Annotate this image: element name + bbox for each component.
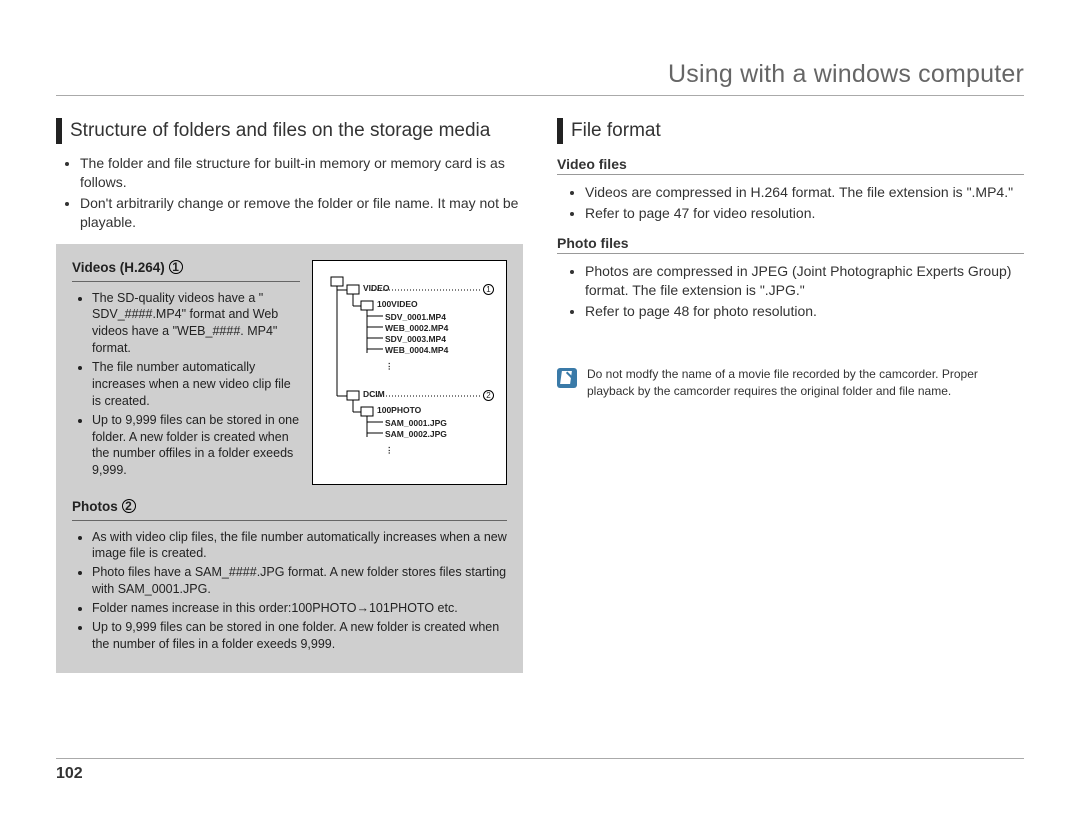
tree-vdots: ⋮ (385, 361, 394, 372)
bullet: Videos are compressed in H.264 format. T… (585, 183, 1024, 202)
two-column-layout: Structure of folders and files on the st… (56, 118, 1024, 673)
left-section-head: Structure of folders and files on the st… (56, 118, 523, 144)
section-bar-icon (56, 118, 62, 144)
tree-label: 100VIDEO (377, 299, 418, 309)
left-intro-bullets: The folder and file structure for built-… (56, 154, 523, 232)
video-files-bullets: Videos are compressed in H.264 format. T… (557, 183, 1024, 223)
note-icon (557, 368, 577, 388)
tree-label: SAM_0001.JPG (385, 418, 447, 428)
folder-tree-diagram: VIDEO 1 100VIDEO SDV_0001.MP4WEB_0002.MP4SD… (312, 260, 507, 485)
right-section-title: File format (571, 120, 661, 142)
left-section-title: Structure of folders and files on the st… (70, 120, 490, 142)
photos-title-text: Photos (72, 499, 118, 514)
bullet: The SD-quality videos have a " SDV_####.… (92, 290, 300, 358)
video-files-heading: Video files (557, 156, 1024, 172)
bullet: Photo files have a SAM_####.JPG format. … (92, 564, 507, 598)
circled-number-1: 1 (169, 260, 183, 274)
videos-subsection: Videos (H.264) 1 The SD-quality videos h… (72, 260, 300, 485)
videos-heading: Videos (H.264) 1 (72, 260, 300, 275)
right-column: File format Video files Videos are compr… (557, 118, 1024, 673)
tree-vdots: ⋮ (385, 445, 394, 456)
photo-files-bullets: Photos are compressed in JPEG (Joint Pho… (557, 262, 1024, 321)
sub-rule (72, 281, 300, 282)
bullet: Refer to page 47 for video resolution. (585, 204, 1024, 223)
bullet: As with video clip files, the file numbe… (92, 529, 507, 563)
bullet: The folder and file structure for built-… (80, 154, 523, 192)
tree-label: SDV_0001.MP4 (385, 312, 446, 322)
tree-label: WEB_0004.MP4 (385, 345, 448, 355)
tree-label: SAM_0002.JPG (385, 429, 447, 439)
note-callout: Do not modfy the name of a movie file re… (557, 366, 1024, 398)
rule-bottom (56, 758, 1024, 759)
photos-heading: Photos 2 (72, 499, 507, 514)
note-text: Do not modfy the name of a movie file re… (587, 366, 1024, 398)
photos-subsection: Photos 2 As with video clip files, the f… (72, 499, 507, 653)
sub-rule (557, 174, 1024, 175)
tree-label: DCIM (363, 389, 385, 399)
section-bar-icon (557, 118, 563, 144)
bullet: Up to 9,999 files can be stored in one f… (92, 619, 507, 653)
left-column: Structure of folders and files on the st… (56, 118, 523, 673)
photo-files-heading: Photo files (557, 235, 1024, 251)
circled-number-2: 2 (122, 499, 136, 513)
rule-top (56, 95, 1024, 96)
tree-label: WEB_0002.MP4 (385, 323, 448, 333)
bullet: Photos are compressed in JPEG (Joint Pho… (585, 262, 1024, 300)
videos-title-text: Videos (H.264) (72, 260, 165, 275)
page-title: Using with a windows computer (56, 60, 1024, 95)
right-section-head: File format (557, 118, 1024, 144)
tree-circled-num: 1 (483, 284, 494, 295)
videos-bullets: The SD-quality videos have a " SDV_####.… (72, 290, 300, 480)
tree-label: VIDEO (363, 283, 389, 293)
tree-circled-num: 2 (483, 390, 494, 401)
sub-rule (72, 520, 507, 521)
graybox-upper-row: Videos (H.264) 1 The SD-quality videos h… (72, 260, 507, 485)
tree-label: 100PHOTO (377, 405, 421, 415)
bullet: Folder names increase in this order:100P… (92, 600, 507, 617)
bullet: Up to 9,999 files can be stored in one f… (92, 412, 300, 480)
tree-label: SDV_0003.MP4 (385, 334, 446, 344)
bullet: Don't arbitrarily change or remove the f… (80, 194, 523, 232)
manual-page: Using with a windows computer Structure … (0, 0, 1080, 825)
bullet: Refer to page 48 for photo resolution. (585, 302, 1024, 321)
photos-bullets: As with video clip files, the file numbe… (72, 529, 507, 653)
bullet: The file number automatically increases … (92, 359, 300, 410)
sub-rule (557, 253, 1024, 254)
page-number: 102 (56, 765, 83, 783)
gray-info-box: Videos (H.264) 1 The SD-quality videos h… (56, 244, 523, 673)
